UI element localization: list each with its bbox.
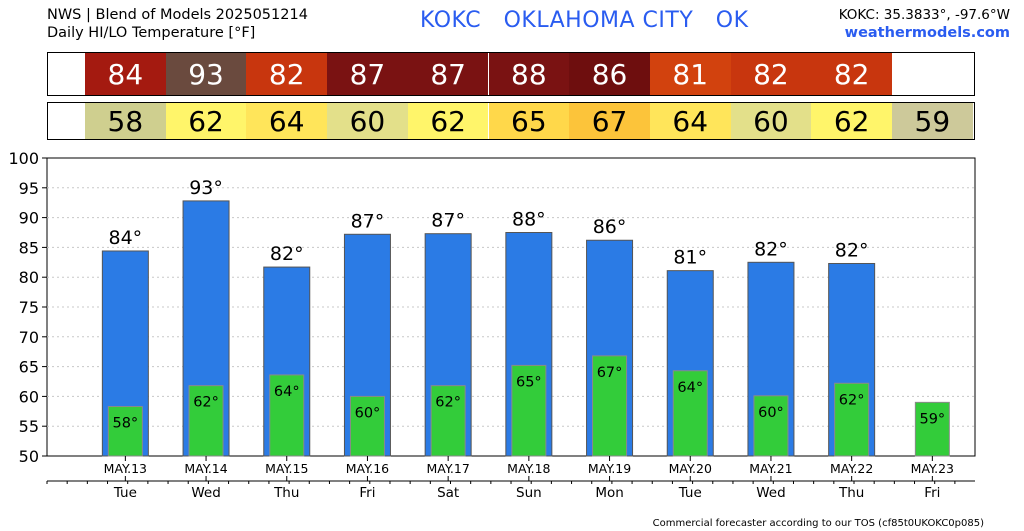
lo-temp-cell: 58 bbox=[85, 103, 166, 139]
x-day-label: Fri bbox=[359, 485, 375, 501]
hi-temp-cell: 84 bbox=[85, 53, 166, 95]
lo-bar-label: 65° bbox=[516, 374, 542, 390]
hi-temp-cell: 88 bbox=[488, 53, 570, 95]
hi-temp-cell: 82 bbox=[730, 53, 812, 95]
hi-bar-label: 82° bbox=[835, 239, 869, 261]
lo-bar bbox=[349, 395, 385, 457]
hi-bar-label: 86° bbox=[593, 216, 627, 238]
lo-bar bbox=[107, 406, 143, 457]
x-day-label: Sat bbox=[437, 485, 459, 501]
lo-bar-label: 62° bbox=[839, 392, 865, 408]
y-tick-label: 55 bbox=[19, 417, 39, 436]
hi-bar-label: 87° bbox=[431, 210, 465, 232]
lo-temp-cell: 59 bbox=[892, 103, 973, 139]
hi-temp-cell: 93 bbox=[165, 53, 247, 95]
lo-bar bbox=[672, 370, 708, 457]
y-tick-label: 70 bbox=[19, 328, 39, 347]
hi-temp-cell: 87 bbox=[407, 53, 489, 95]
hi-temp-cell: 81 bbox=[649, 53, 731, 95]
hi-temp-cell: 87 bbox=[327, 53, 408, 95]
y-tick-label: 65 bbox=[19, 358, 39, 377]
y-tick-label: 80 bbox=[19, 268, 39, 287]
lo-bar bbox=[592, 355, 628, 457]
lo-bar-label: 64° bbox=[274, 384, 300, 400]
lo-bar-label: 64° bbox=[677, 380, 703, 396]
lo-temp-cell: 62 bbox=[165, 103, 247, 139]
station-coords: KOKC: 35.3833°, -97.6°W bbox=[838, 7, 1010, 23]
lo-bar-label: 58° bbox=[112, 416, 138, 432]
lo-bar-label: 60° bbox=[758, 405, 784, 421]
x-date-label: MAY.23 bbox=[911, 461, 954, 476]
x-day-label: Thu bbox=[273, 485, 299, 501]
lo-temp-cell: 60 bbox=[730, 103, 812, 139]
lo-temp-cell: 62 bbox=[811, 103, 892, 139]
hi-bar-label: 81° bbox=[673, 247, 707, 269]
product-line: Daily HI/LO Temperature [°F] bbox=[47, 25, 256, 41]
lo-bar bbox=[430, 385, 466, 457]
x-date-label: MAY.20 bbox=[669, 461, 712, 476]
x-date-label: MAY.14 bbox=[184, 461, 227, 476]
hi-temp-cell: 82 bbox=[811, 53, 892, 95]
x-date-label: MAY.13 bbox=[104, 461, 147, 476]
x-day-label: Fri bbox=[924, 485, 940, 501]
lo-bar-label: 67° bbox=[597, 365, 623, 381]
x-day-label: Sun bbox=[516, 485, 542, 501]
x-day-label: Wed bbox=[756, 485, 785, 501]
y-tick-label: 50 bbox=[19, 447, 39, 466]
x-date-label: MAY.17 bbox=[426, 461, 469, 476]
hi-temp-cell: 82 bbox=[246, 53, 328, 95]
lo-bar bbox=[834, 382, 870, 457]
x-date-label: MAY.19 bbox=[588, 461, 631, 476]
x-day-label: Mon bbox=[595, 485, 623, 501]
lo-temp-cell: 67 bbox=[569, 103, 650, 139]
lo-temp-cell: 65 bbox=[488, 103, 570, 139]
lo-temp-cell: 64 bbox=[246, 103, 328, 139]
lo-bar-label: 60° bbox=[355, 405, 381, 421]
station-title: KOKC OKLAHOMA CITY OK bbox=[420, 8, 749, 33]
hi-bar-label: 87° bbox=[351, 210, 385, 232]
source-line: NWS | Blend of Models 2025051214 bbox=[47, 7, 308, 23]
header-right: KOKC: 35.3833°, -97.6°W weathermodels.co… bbox=[839, 6, 1010, 42]
lo-bar bbox=[269, 374, 305, 457]
x-date-label: MAY.15 bbox=[265, 461, 308, 476]
lo-temp-cell: 62 bbox=[407, 103, 489, 139]
x-day-label: Wed bbox=[191, 485, 220, 501]
lo-bar-label: 59° bbox=[919, 411, 945, 427]
hi-bar-label: 82° bbox=[270, 243, 304, 265]
x-day-label: Thu bbox=[838, 485, 864, 501]
lo-bar bbox=[753, 395, 789, 457]
hi-bar-label: 93° bbox=[189, 177, 223, 199]
x-day-label: Tue bbox=[113, 485, 137, 501]
x-date-label: MAY.18 bbox=[507, 461, 550, 476]
y-tick-label: 75 bbox=[19, 298, 39, 317]
footer-note: Commercial forecaster according to our T… bbox=[652, 518, 984, 529]
hi-temp-cell: 86 bbox=[569, 53, 650, 95]
header-left: NWS | Blend of Models 2025051214 Daily H… bbox=[47, 6, 308, 42]
lo-bar-label: 62° bbox=[435, 395, 461, 411]
hi-bar-label: 84° bbox=[109, 227, 143, 249]
y-tick-label: 85 bbox=[19, 238, 39, 257]
lo-temp-row: 58 62 64 60 62 65 67 64 60 62 59 bbox=[47, 102, 975, 140]
hi-bar-label: 88° bbox=[512, 209, 546, 231]
x-date-label: MAY.22 bbox=[830, 461, 873, 476]
y-tick-label: 95 bbox=[19, 179, 39, 198]
hi-temp-row: 84 93 82 87 87 88 86 81 82 82 bbox=[47, 52, 975, 96]
lo-bar-label: 62° bbox=[193, 395, 219, 411]
lo-temp-cell: 60 bbox=[327, 103, 408, 139]
y-tick-label: 90 bbox=[19, 209, 39, 228]
hi-bar-label: 82° bbox=[754, 238, 788, 260]
y-tick-label: 60 bbox=[19, 387, 39, 406]
x-date-label: MAY.16 bbox=[346, 461, 389, 476]
website-link[interactable]: weathermodels.com bbox=[844, 25, 1010, 41]
x-date-label: MAY.21 bbox=[749, 461, 792, 476]
y-tick-label: 100 bbox=[8, 149, 39, 168]
x-day-label: Tue bbox=[678, 485, 702, 501]
lo-temp-cell: 64 bbox=[649, 103, 731, 139]
lo-bar bbox=[914, 401, 950, 457]
